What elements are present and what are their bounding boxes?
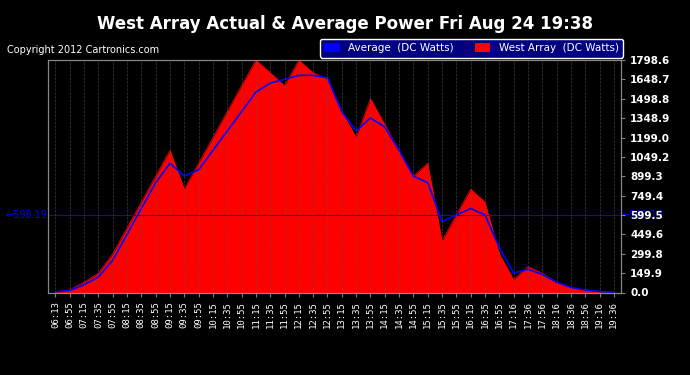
Text: ←598.19: ←598.19: [6, 210, 48, 220]
Text: ←598.19: ←598.19: [622, 210, 664, 220]
Text: West Array Actual & Average Power Fri Aug 24 19:38: West Array Actual & Average Power Fri Au…: [97, 15, 593, 33]
Text: Copyright 2012 Cartronics.com: Copyright 2012 Cartronics.com: [7, 45, 159, 55]
Legend: Average  (DC Watts), West Array  (DC Watts): Average (DC Watts), West Array (DC Watts…: [320, 39, 622, 57]
